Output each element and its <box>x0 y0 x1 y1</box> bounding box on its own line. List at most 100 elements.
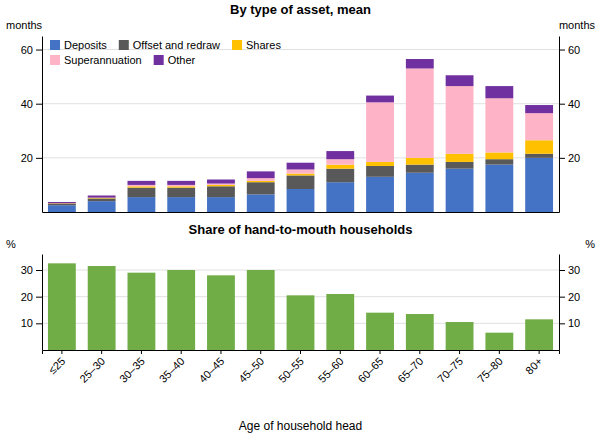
bar-segment <box>485 159 513 164</box>
legend-label: Offset and redraw <box>133 39 220 51</box>
bar-segment <box>287 175 315 189</box>
bar-segment <box>287 163 315 170</box>
bar-segment <box>287 169 315 173</box>
bar-segment <box>366 96 394 103</box>
y2-axis-tick-label: 20 <box>568 152 580 164</box>
bar <box>48 263 76 350</box>
x-tick-label: 60–65 <box>356 355 386 385</box>
bar-segment <box>247 181 275 182</box>
bar-segment <box>128 197 156 212</box>
bar-segment <box>446 86 474 154</box>
bar-segment <box>167 188 195 197</box>
x-tick-label: 30–35 <box>117 355 147 385</box>
x-axis-line <box>43 351 560 355</box>
y-axis-tick: 30 <box>21 264 42 276</box>
series <box>48 59 553 203</box>
x-tick-mark <box>499 350 500 354</box>
x-tick: 30–35 <box>117 350 147 385</box>
bar <box>406 314 434 350</box>
bar <box>525 319 553 350</box>
bar-segment <box>287 174 315 176</box>
y2-axis-label: % <box>585 238 595 250</box>
x-tick: 70–75 <box>435 350 465 385</box>
bar-segment <box>48 203 76 205</box>
bar <box>207 275 235 350</box>
y2-axis-tick-mark <box>559 158 565 159</box>
y-axis-tick-mark <box>36 270 42 271</box>
y2-axis-tick: 10 <box>559 317 580 329</box>
bar-segment <box>207 197 235 212</box>
y2-axis-tick: 20 <box>559 291 580 303</box>
y2-axis-tick-mark <box>559 297 565 298</box>
bar-segment <box>446 75 474 86</box>
x-tick-mark <box>380 350 381 354</box>
bar-segment <box>485 86 513 98</box>
bar-segment <box>247 178 275 181</box>
y2-axis-tick-label: 60 <box>568 44 580 56</box>
bar-segment <box>366 102 394 162</box>
x-tick: 45–50 <box>236 350 266 385</box>
y2-axis: 10 20 30 <box>559 255 580 351</box>
chart-svg: 204060204060By type of asset, meanmonths… <box>0 0 601 442</box>
legend-item: Deposits <box>50 39 107 51</box>
bar-segment <box>128 185 156 186</box>
panel: ≤2525–3030–3535–4040–4545–5050–5555–6060… <box>6 222 595 433</box>
y-axis-tick: 10 <box>21 317 42 329</box>
bar-segment <box>207 186 235 197</box>
bar-segment <box>167 185 195 186</box>
legend-swatch <box>232 40 242 50</box>
y-axis-tick: 20 <box>21 152 42 164</box>
bar-segment <box>48 205 76 212</box>
bar <box>446 322 474 350</box>
y-axis-tick-label: 20 <box>21 291 33 303</box>
bar-segment <box>525 113 553 140</box>
bar <box>366 313 394 350</box>
bar-segment <box>446 169 474 212</box>
bar-segment <box>247 171 275 178</box>
x-tick-label: 50–55 <box>276 355 306 385</box>
y-axis-tick-label: 60 <box>21 44 33 56</box>
series <box>48 140 553 204</box>
x-axis: ≤2525–3030–3535–4040–4545–5050–5555–6060… <box>43 350 560 385</box>
y-axis-line <box>42 255 43 351</box>
y2-axis-tick-label: 10 <box>568 317 580 329</box>
y-axis-tick-mark <box>36 158 42 159</box>
x-tick: 75–80 <box>475 350 505 385</box>
y-axis-tick-mark <box>36 297 42 298</box>
x-tick-mark <box>220 350 221 354</box>
x-tick: ≤25 <box>46 350 67 376</box>
x-tick-mark <box>459 350 460 354</box>
legend-item: Offset and redraw <box>119 39 220 51</box>
y2-axis-line <box>559 37 560 213</box>
bar-segment <box>207 180 235 184</box>
bar-segment <box>326 165 354 169</box>
chart-container: 204060204060By type of asset, meanmonths… <box>0 0 601 442</box>
bar-segment <box>406 59 434 68</box>
y2-axis: 20 40 60 <box>559 37 580 213</box>
bar-segment <box>446 154 474 162</box>
bar-segment <box>207 184 235 185</box>
title: By type of asset, mean <box>230 2 371 17</box>
x-tick-mark <box>539 350 540 354</box>
y2-axis-line <box>559 255 560 351</box>
y-axis-tick-label: 30 <box>21 264 33 276</box>
bar-segment <box>167 186 195 187</box>
legend-swatch <box>119 40 129 50</box>
series <box>48 154 553 205</box>
grid-line <box>42 157 559 158</box>
y2-axis-tick: 30 <box>559 264 580 276</box>
x-tick-label: 35–40 <box>157 355 187 385</box>
bar <box>287 295 315 350</box>
bar-segment <box>525 158 553 212</box>
bar-segment <box>128 186 156 187</box>
x-tick-mark <box>419 350 420 354</box>
y2-axis-tick-label: 40 <box>568 98 580 110</box>
bar-segment <box>88 198 116 201</box>
bar-segment <box>406 173 434 212</box>
grid <box>42 50 559 158</box>
y2-axis-tick-label: 30 <box>568 264 580 276</box>
bar-segment <box>525 105 553 113</box>
x-tick-label: ≤25 <box>46 355 67 376</box>
x-tick: 80+ <box>523 350 545 377</box>
legend-item: Shares <box>232 39 281 51</box>
